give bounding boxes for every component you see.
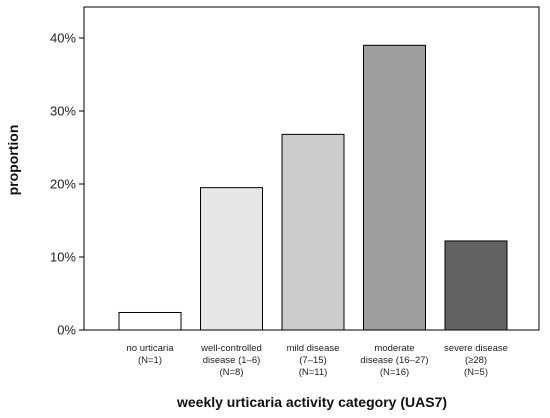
x-axis-tick-labels: no urticaria (N=1) well-controlled disease … bbox=[127, 343, 508, 378]
bar bbox=[363, 44, 426, 331]
y-tick-label: 30% bbox=[50, 104, 76, 119]
x-tick-label: severe disease (≥28) (N=5) bbox=[444, 343, 508, 378]
x-tick-label: moderate disease (16–27) (N=16) bbox=[360, 343, 428, 378]
y-tick-label: 20% bbox=[50, 177, 76, 192]
bar bbox=[281, 133, 345, 331]
x-tick-label: no urticaria (N=1) bbox=[127, 343, 175, 366]
y-tick-label: 40% bbox=[50, 31, 76, 46]
x-axis-title: weekly urticaria activity category (UAS7… bbox=[176, 394, 447, 410]
bar bbox=[118, 311, 182, 331]
y-tick-label: 0% bbox=[57, 323, 76, 338]
bars bbox=[118, 44, 508, 331]
bar bbox=[200, 187, 263, 331]
bar bbox=[444, 240, 508, 331]
y-tick-label: 10% bbox=[50, 250, 76, 265]
y-axis-title: proportion bbox=[5, 125, 21, 196]
y-axis: 0% 10% 20% 30% 40% bbox=[50, 31, 84, 338]
x-tick-label: mild disease (7–15) (N=11) bbox=[287, 343, 340, 378]
x-tick-label: well-controlled disease (1–6) (N=8) bbox=[200, 343, 262, 378]
